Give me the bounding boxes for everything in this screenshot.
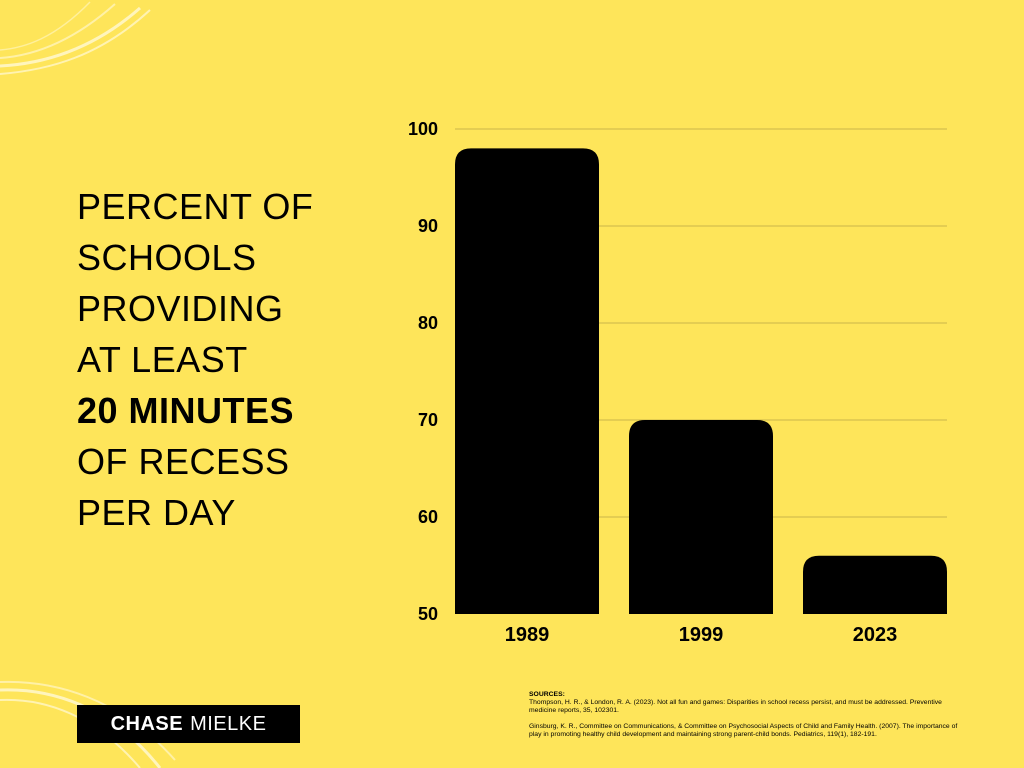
chart-x-axis: 1989 1999 2023 bbox=[505, 624, 898, 646]
source-reference: Thompson, H. R., & London, R. A. (2023).… bbox=[529, 699, 942, 714]
bar-1999 bbox=[629, 420, 773, 614]
brand-first-name: CHASE bbox=[110, 712, 184, 735]
x-tick-label: 2023 bbox=[853, 624, 898, 646]
y-tick-label: 70 bbox=[418, 410, 438, 430]
y-tick-label: 50 bbox=[418, 604, 438, 624]
y-tick-label: 90 bbox=[418, 216, 438, 236]
headline-line: PER DAY bbox=[77, 492, 236, 533]
headline-line: PERCENT OF bbox=[77, 186, 314, 227]
source-reference: Ginsburg, K. R., Committee on Communicat… bbox=[529, 723, 958, 738]
sources-block: SOURCES: Thompson, H. R., & London, R. A… bbox=[529, 691, 959, 739]
x-tick-label: 1989 bbox=[505, 624, 550, 646]
y-tick-label: 80 bbox=[418, 313, 438, 333]
headline-line: OF RECESS bbox=[77, 441, 290, 482]
chart-bars bbox=[455, 148, 947, 614]
headline-line: AT LEAST bbox=[77, 339, 248, 380]
sources-title: SOURCES: bbox=[529, 691, 565, 698]
chart-y-axis: 50 60 70 80 90 100 bbox=[408, 119, 438, 624]
y-tick-label: 100 bbox=[408, 119, 438, 139]
headline-line: PROVIDING bbox=[77, 288, 284, 329]
headline-line: SCHOOLS bbox=[77, 237, 257, 278]
bar-2023 bbox=[803, 555, 947, 614]
brand-last-name: MIELKE bbox=[190, 712, 267, 735]
headline: PERCENT OF SCHOOLS PROVIDING AT LEAST 20… bbox=[77, 181, 377, 538]
x-tick-label: 1999 bbox=[679, 624, 724, 646]
headline-highlight: 20 MINUTES bbox=[77, 390, 295, 431]
bar-1989 bbox=[455, 148, 599, 614]
y-tick-label: 60 bbox=[418, 507, 438, 527]
brand-logo: CHASE MIELKE bbox=[77, 705, 300, 743]
